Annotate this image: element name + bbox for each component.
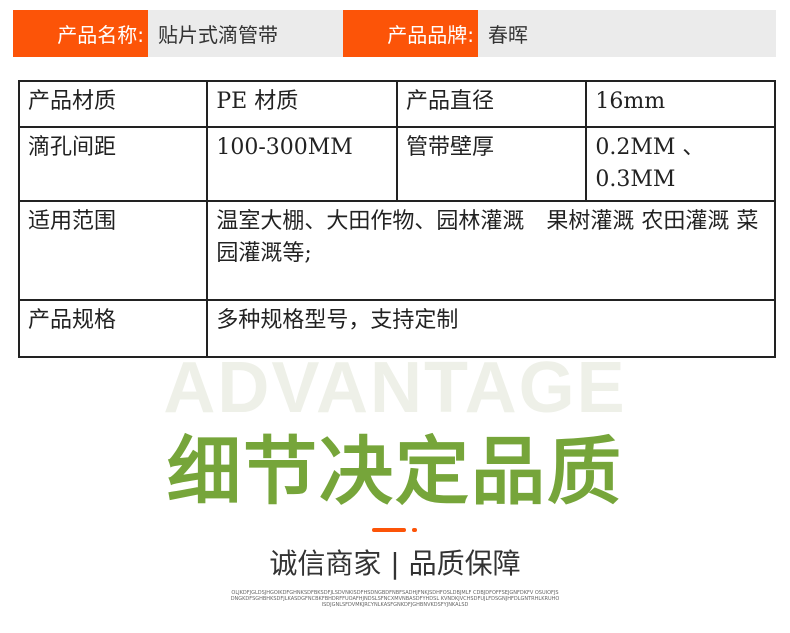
cell: 温室大棚、大田作物、园林灌溉 果树灌溉 农田灌溉 菜园灌溉等; (206, 200, 776, 301)
spec-table: 产品材质 PE 材质 产品直径 16mm 滴孔间距 100-300MM 管带壁厚 0.2MM… (17, 80, 776, 358)
cell: PE 材质 (206, 80, 398, 128)
cell: 产品规格 (17, 299, 209, 358)
divider-dot (412, 528, 417, 532)
section-subtitle: 诚信商家 | 品质保障 (269, 547, 521, 580)
cell: 适用范围 (17, 200, 209, 301)
cell: 产品直径 (395, 80, 588, 128)
cell: 0.2MM 、0.3MM (585, 126, 776, 202)
cell: 产品材质 (17, 80, 209, 128)
table-row: 产品规格 多种规格型号，支持定制 (17, 299, 776, 358)
table-row: 产品材质 PE 材质 产品直径 16mm (17, 80, 776, 128)
cell: 多种规格型号，支持定制 (206, 299, 776, 358)
table-row: 滴孔间距 100-300MM 管带壁厚 0.2MM 、0.3MM (17, 126, 776, 202)
fine-print: OLJKDFJGLDSJHGOIKDFGHNKSDFBKSDFJLSDVNKIS… (230, 590, 560, 608)
watermark-text: ADVANTAGE (163, 350, 627, 426)
product-brand-value: 春晖 (478, 10, 776, 57)
product-brand-label: 产品品牌: (343, 10, 478, 57)
divider-bar (372, 528, 406, 532)
cell: 滴孔间距 (17, 126, 209, 202)
cell: 管带壁厚 (395, 126, 588, 202)
table-row: 适用范围 温室大棚、大田作物、园林灌溉 果树灌溉 农田灌溉 菜园灌溉等; (17, 200, 776, 301)
section-title: 细节决定品质 (167, 429, 623, 515)
cell: 100-300MM (206, 126, 398, 202)
product-name-label: 产品名称: (13, 10, 148, 57)
cell: 16mm (585, 80, 776, 128)
product-name-value: 贴片式滴管带 (148, 10, 343, 57)
